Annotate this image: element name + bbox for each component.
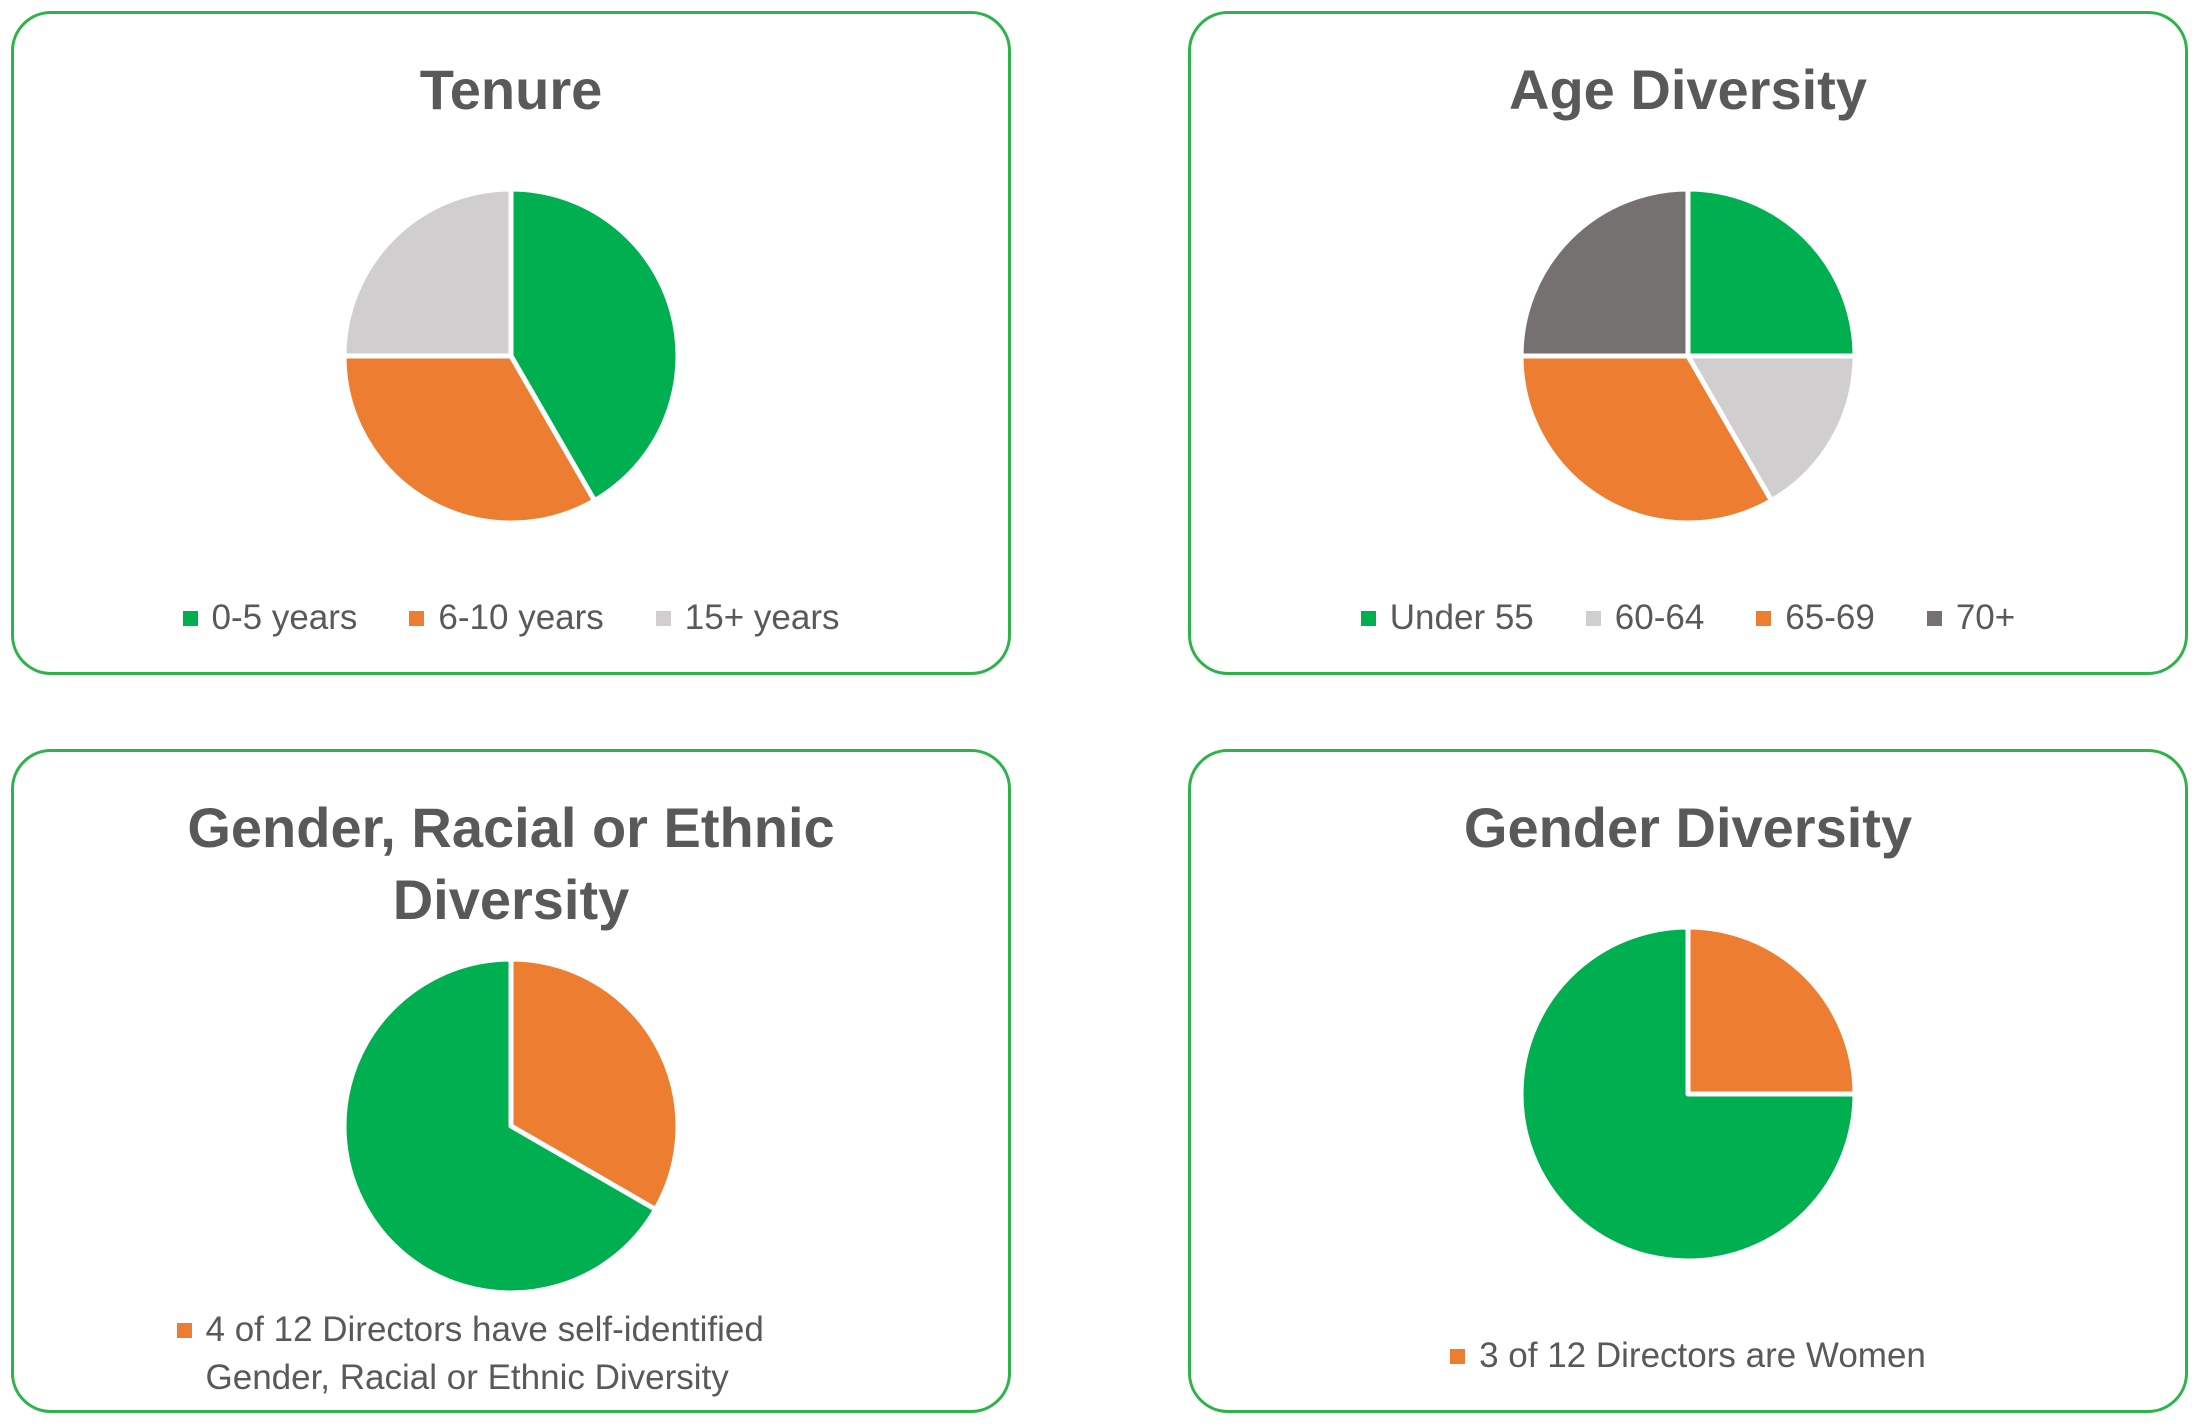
pie-slice: [1685, 924, 1858, 1097]
pie-chart: [1518, 924, 1858, 1264]
legend-swatch: [1450, 1349, 1466, 1364]
pie-slice: [508, 956, 681, 1212]
pie-slice: [341, 186, 514, 359]
legend-label: 60-64: [1614, 598, 1705, 637]
legend-swatch: [655, 611, 671, 626]
pie-slice: [1685, 353, 1858, 504]
pie-slice: [1518, 186, 1691, 359]
legend-item: 60-64: [1585, 594, 1705, 642]
legend-item: 65-69: [1756, 594, 1875, 642]
chart-title: Gender, Racial or Ethnic Diversity: [187, 796, 835, 931]
legend-label: 70+: [1955, 598, 2016, 637]
pie-slice: [1518, 924, 1858, 1264]
legend: 0-5 years 6-10 years 15+ years: [182, 594, 840, 642]
chart-title: Age Diversity: [1509, 58, 1867, 121]
legend-item: 3 of 12 Directors are Women: [1450, 1332, 1926, 1380]
chart-panel: Age Diversity Under 55 60-64 65-69 70+: [1188, 11, 2188, 675]
legend-item: 70+: [1926, 594, 2016, 642]
pie-slice: [341, 956, 659, 1296]
legend-label: 3 of 12 Directors are Women: [1479, 1336, 1926, 1375]
pie-slice: [1685, 186, 1858, 359]
legend: 3 of 12 Directors are Women: [1450, 1332, 1926, 1380]
pie-chart: [341, 956, 681, 1296]
chart-panel: Gender Diversity 3 of 12 Directors are Wo…: [1188, 749, 2188, 1413]
chart-title: Gender Diversity: [1463, 796, 1913, 859]
pie-chart: [1518, 186, 1858, 526]
legend-label: 15+ years: [684, 598, 840, 637]
legend-label: 4 of 12 Directors have self-identified G…: [205, 1310, 764, 1397]
pie-slice: [341, 353, 597, 526]
legend-label: 65-69: [1785, 598, 1875, 637]
chart-panel: Tenure 0-5 years 6-10 years 15+ years: [11, 11, 1011, 675]
legend-item: 6-10 years: [409, 594, 604, 642]
chart-panel: Gender, Racial or Ethnic Diversity 4 of 1…: [11, 749, 1011, 1413]
legend-swatch: [409, 611, 425, 626]
legend-item: 0-5 years: [182, 594, 358, 642]
legend-item: Under 55: [1360, 594, 1534, 642]
legend: 4 of 12 Directors have self-identified G…: [176, 1306, 846, 1402]
pie-slice: [508, 186, 681, 504]
legend-swatch: [1756, 611, 1772, 626]
legend: Under 55 60-64 65-69 70+: [1360, 594, 2016, 642]
legend-swatch: [1926, 611, 1942, 626]
pie-slice: [1518, 353, 1774, 526]
legend-label: 0-5 years: [211, 598, 358, 637]
legend-swatch: [176, 1323, 192, 1338]
legend-item: 4 of 12 Directors have self-identified G…: [176, 1306, 846, 1402]
chart-title: Tenure: [419, 58, 603, 121]
legend-swatch: [1585, 611, 1601, 626]
legend-item: 15+ years: [655, 594, 840, 642]
legend-swatch: [182, 611, 198, 626]
legend-label: Under 55: [1389, 598, 1534, 637]
pie-chart: [341, 186, 681, 526]
legend-label: 6-10 years: [438, 598, 604, 637]
legend-swatch: [1360, 611, 1376, 626]
